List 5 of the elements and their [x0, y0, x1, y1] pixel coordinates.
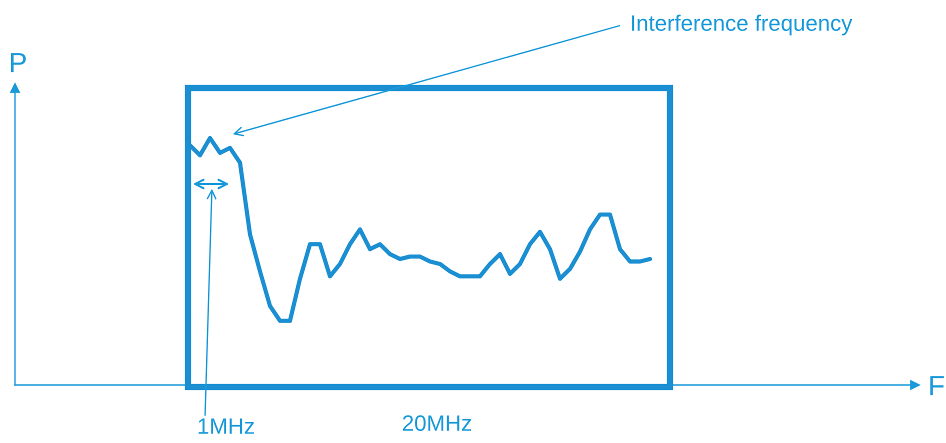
text: 1MHz [198, 418, 254, 434]
text: Interference frequency [632, 14, 852, 36]
text: P [11, 53, 26, 72]
text: F [930, 376, 944, 396]
text: 20MHz [402, 415, 472, 431]
